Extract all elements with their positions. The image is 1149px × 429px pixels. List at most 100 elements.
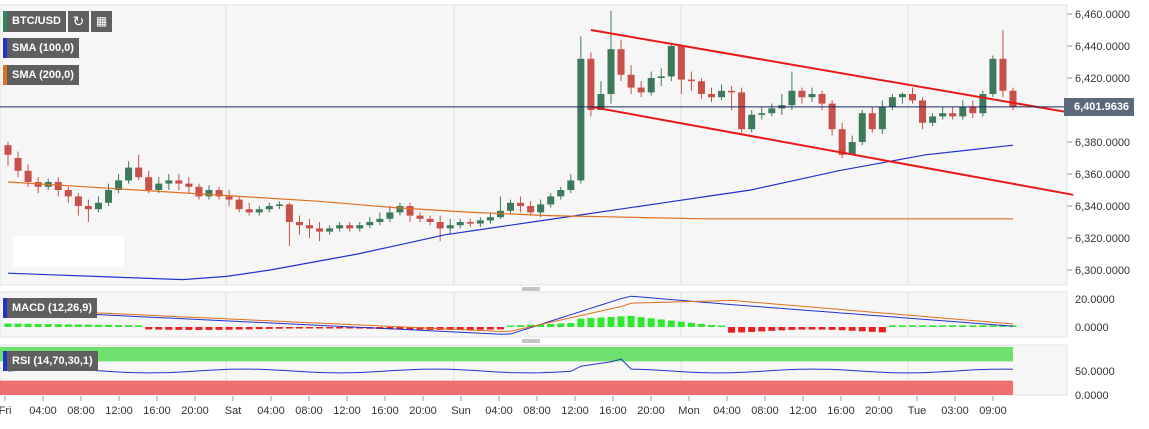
macd-histogram-bar [466, 327, 474, 330]
calendar-icon[interactable]: ▦ [91, 11, 112, 32]
time-tick-label: Sun [451, 405, 471, 417]
sma100-tag[interactable]: SMA (100,0) [3, 38, 79, 58]
macd-histogram-bar [306, 327, 313, 329]
macd-histogram-bar [94, 324, 102, 327]
candle-bearish [195, 186, 203, 197]
candle-bullish [878, 106, 886, 130]
candle-bullish [507, 202, 514, 211]
candle-bearish [416, 215, 424, 219]
candle-bearish [225, 196, 233, 200]
candle-bearish [828, 103, 836, 130]
macd-panel [0, 291, 1068, 338]
macd-histogram-bar [718, 325, 726, 327]
macd-histogram-bar [898, 325, 906, 327]
candle-bearish [677, 46, 685, 80]
candle-bullish [446, 225, 454, 229]
macd-histogram-bar [4, 323, 12, 327]
candle-bearish [4, 145, 12, 155]
time-tick-label: 12:00 [789, 405, 817, 417]
macd-color-bar [3, 298, 7, 318]
macd-histogram-bar [999, 325, 1007, 327]
time-tick-label: 04:00 [713, 405, 741, 417]
candle-bearish [627, 74, 635, 88]
macd-histogram-bar [868, 327, 876, 332]
candle-bearish [295, 222, 303, 226]
macd-histogram-bar [336, 327, 344, 329]
macd-histogram-bar [235, 327, 243, 330]
rsi-tick-label: 0.0000 [1075, 390, 1109, 402]
price-tick-label: 6,380.0000 [1075, 137, 1130, 149]
macd-histogram-bar [115, 325, 123, 327]
candle-bullish [647, 78, 655, 93]
rsi-tag[interactable]: RSI (14,70,30,1) [3, 351, 98, 371]
candle-bullish [94, 202, 102, 210]
macd-histogram-bar [295, 327, 303, 329]
price-tick-label: 6,460.0000 [1075, 9, 1130, 21]
macd-histogram-bar [396, 327, 404, 330]
price-tick-label: 6,320.0000 [1075, 233, 1130, 245]
macd-line [7, 295, 1014, 335]
macd-histogram-bar [677, 321, 685, 327]
candle-bearish [637, 87, 645, 93]
macd-histogram-bar [346, 327, 354, 329]
macd-label: MACD (12,26,9) [12, 302, 93, 314]
macd-histogram-bar [667, 320, 675, 327]
macd-histogram-bar [989, 325, 997, 327]
candle-bearish [818, 94, 826, 104]
candle-bearish [999, 58, 1007, 91]
time-tick-label: 20:00 [181, 405, 209, 417]
time-tick-label: 09:00 [979, 405, 1007, 417]
time-tick-label: Mon [678, 405, 699, 417]
candle-bearish [84, 206, 92, 210]
sma200-color-bar [3, 65, 7, 85]
macd-histogram-bar [878, 327, 886, 333]
candle-bearish [728, 90, 736, 93]
candle-bullish [265, 206, 273, 210]
macd-histogram-bar [778, 327, 786, 331]
sma200-label: SMA (200,0) [12, 69, 74, 81]
macd-histogram-bar [285, 327, 293, 329]
candle-bearish [868, 113, 876, 130]
macd-histogram-bar [517, 325, 525, 327]
refresh-icon[interactable]: ↻ [68, 11, 89, 32]
sma200-tag[interactable]: SMA (200,0) [3, 65, 79, 85]
macd-tag[interactable]: MACD (12,26,9) [3, 298, 98, 318]
symbol-tag[interactable]: BTC/USD [3, 11, 66, 32]
candle-bearish [316, 228, 324, 232]
time-tick-label: 04:00 [485, 405, 513, 417]
macd-histogram-bar [587, 318, 595, 327]
macd-histogram-bar [617, 316, 625, 327]
candle-bearish [64, 190, 72, 197]
candle-bullish [959, 106, 967, 117]
time-tick-label: 16:00 [599, 405, 627, 417]
symbol-color-bar [3, 11, 7, 31]
sma100-line [7, 144, 1014, 281]
candle-bullish [396, 206, 404, 213]
candle-bullish [356, 225, 364, 229]
macd-histogram-bar [547, 323, 555, 327]
symbol-label: BTC/USD [12, 15, 61, 27]
candle-bearish [466, 222, 474, 224]
candle-bearish [587, 58, 595, 110]
candle-bullish [165, 180, 173, 184]
time-tick-label: Tue [908, 405, 927, 417]
time-tick-label: 04:00 [29, 405, 57, 417]
candle-bullish [888, 97, 896, 107]
candle-bullish [939, 113, 947, 117]
macd-histogram-bar [577, 318, 585, 327]
macd-histogram-bar [687, 322, 695, 327]
candle-bearish [617, 49, 625, 75]
macd-histogram-bar [808, 327, 816, 330]
time-tick-label: 12:00 [333, 405, 361, 417]
candle-bearish [145, 177, 153, 190]
candle-bearish [687, 79, 695, 82]
macd-histogram-bar [959, 325, 967, 327]
candle-bearish [708, 94, 715, 98]
candle-bullish [667, 46, 675, 77]
macd-histogram-bar [557, 323, 565, 327]
macd-histogram-bar [175, 327, 183, 330]
time-tick-label: 08:00 [295, 405, 323, 417]
candle-bearish [798, 90, 806, 98]
candle-bullish [858, 113, 866, 142]
